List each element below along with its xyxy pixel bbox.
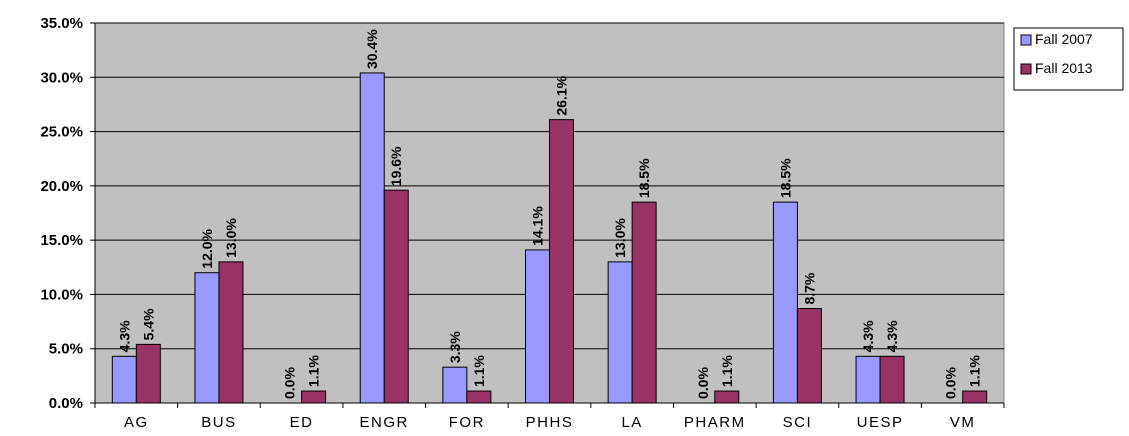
bar <box>962 390 988 404</box>
legend-entry: Fall 2007 <box>1035 31 1093 47</box>
data-label: 0.0% <box>282 367 298 399</box>
y-tick-label: 35.0% <box>40 15 83 32</box>
data-label: 4.3% <box>116 320 132 352</box>
x-tick-label: LA <box>621 414 642 431</box>
data-label: 5.4% <box>140 308 156 340</box>
bar <box>631 201 657 404</box>
legend-entry: Fall 2013 <box>1035 60 1093 76</box>
data-label: 18.5% <box>636 158 652 198</box>
bar <box>111 355 137 404</box>
bar <box>549 119 574 404</box>
bar <box>879 355 905 404</box>
legend: Fall 2007 Fall 2013 <box>1013 27 1124 91</box>
bar <box>359 72 385 404</box>
y-tick-label: 0.0% <box>49 395 83 412</box>
bar <box>301 390 327 404</box>
x-tick-label: SCI <box>783 414 813 431</box>
x-tick-label: VM <box>950 414 976 431</box>
legend-swatch <box>1020 34 1032 46</box>
data-label: 1.1% <box>967 355 983 387</box>
y-tick-label: 20.0% <box>40 178 83 195</box>
data-label: 18.5% <box>777 158 793 198</box>
bar <box>442 366 468 404</box>
data-label: 14.1% <box>530 206 546 246</box>
data-label: 8.7% <box>801 272 817 304</box>
y-tick-label: 25.0% <box>40 124 83 141</box>
y-tick-label: 5.0% <box>49 341 83 358</box>
data-label: 4.3% <box>860 320 876 352</box>
x-tick-label: ENGR <box>360 414 409 431</box>
bar <box>218 261 244 404</box>
data-label: 26.1% <box>554 75 570 115</box>
y-tick-label: 15.0% <box>40 232 83 249</box>
x-tick-label: UESP <box>857 414 904 431</box>
data-label: 30.4% <box>364 29 380 69</box>
data-label: 1.1% <box>471 355 487 387</box>
bar <box>135 343 161 404</box>
bar <box>194 272 220 404</box>
y-tick-label: 10.0% <box>40 286 83 303</box>
data-label: 3.3% <box>447 331 463 363</box>
data-label: 19.6% <box>388 146 404 186</box>
data-label: 13.0% <box>223 218 239 258</box>
bar <box>607 261 633 404</box>
x-tick-label: PHHS <box>526 414 574 431</box>
bar <box>772 201 798 404</box>
data-label: 13.0% <box>612 218 628 258</box>
x-tick-label: FOR <box>449 414 485 431</box>
legend-swatch <box>1020 63 1032 75</box>
plot-area: 0.0% 5.0% 10.0% 15.0% 20.0% 25.0% 30.0% 35.0% 4.… <box>40 15 1005 431</box>
data-label: 1.1% <box>306 355 322 387</box>
data-label: 12.0% <box>199 228 215 268</box>
data-label: 0.0% <box>943 367 959 399</box>
bar <box>714 390 740 404</box>
y-tick-label: 30.0% <box>40 69 83 86</box>
x-tick-label: ED <box>290 414 314 431</box>
bar <box>383 189 409 404</box>
x-tick-label: BUS <box>201 414 236 431</box>
data-label: 1.1% <box>719 355 735 387</box>
x-tick-label: PHARM <box>684 414 746 431</box>
legend-box <box>1013 27 1124 91</box>
bar <box>525 249 550 404</box>
data-label: 4.3% <box>884 320 900 352</box>
x-tick-label: AG <box>124 414 149 431</box>
bar <box>855 355 881 404</box>
data-label: 0.0% <box>695 367 711 399</box>
bar <box>796 308 822 404</box>
bar <box>466 390 492 404</box>
